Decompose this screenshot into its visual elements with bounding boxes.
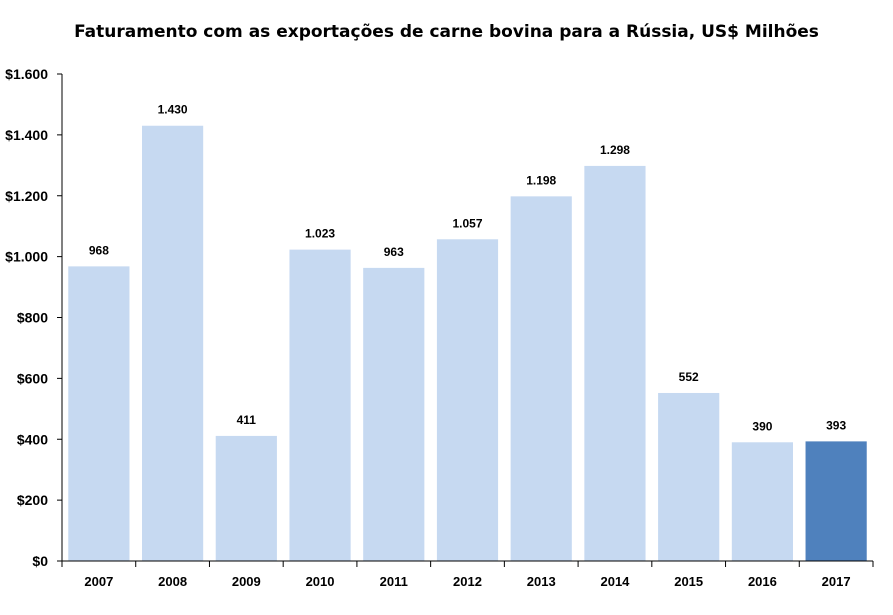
- y-tick-label: $200: [17, 492, 48, 508]
- x-tick-label-2010: 2010: [306, 574, 335, 589]
- x-tick-label-2008: 2008: [158, 574, 187, 589]
- data-label-2007: 968: [89, 243, 109, 257]
- x-tick-label-2017: 2017: [822, 574, 851, 589]
- bar-2012: [436, 239, 499, 561]
- x-tick-label-2012: 2012: [453, 574, 482, 589]
- bar-2014: [584, 165, 646, 561]
- y-axis: $0 $200 $400 $600 $800 $1.000 $1.200 $1.400 $1.6…: [5, 66, 63, 569]
- y-tick-label: $400: [17, 431, 48, 447]
- y-tick-label: $800: [17, 310, 48, 326]
- bar-2013: [510, 196, 572, 561]
- data-label-2011: 963: [384, 245, 404, 259]
- y-tick-label: $1.600: [5, 66, 48, 82]
- bar-2007: [68, 266, 130, 561]
- data-label-2008: 1.430: [158, 103, 188, 117]
- data-label-2015: 552: [679, 370, 699, 384]
- data-label-2014: 1.298: [600, 143, 630, 157]
- x-tick-label-2013: 2013: [527, 574, 556, 589]
- y-tick-label: $0: [32, 553, 48, 569]
- data-label-2017: 393: [826, 418, 846, 432]
- bar-2010: [289, 249, 351, 561]
- x-tick-label-2016: 2016: [748, 574, 777, 589]
- y-tick-label: $1.400: [5, 127, 48, 143]
- data-label-2012: 1.057: [452, 216, 482, 230]
- y-tick-label: $1.200: [5, 188, 48, 204]
- data-label-2016: 390: [752, 419, 772, 433]
- bar-2017: [805, 441, 867, 561]
- x-tick-label-2007: 2007: [84, 574, 113, 589]
- bar-2016: [731, 442, 794, 561]
- bar-2015: [658, 392, 720, 561]
- y-tick-label: $1.000: [5, 249, 48, 265]
- x-tick-label-2014: 2014: [600, 574, 630, 589]
- x-tick-label-2009: 2009: [232, 574, 261, 589]
- bar-2009: [215, 435, 277, 561]
- data-label-2009: 411: [237, 413, 257, 427]
- x-axis: 2007 2008 2009 2010 2011 2012 2013 2014 2015 2016…: [61, 560, 874, 589]
- data-label-2013: 1.198: [526, 173, 556, 187]
- x-tick-label-2011: 2011: [380, 574, 408, 589]
- y-tick-label: $600: [17, 370, 48, 386]
- bar-2008: [141, 125, 204, 562]
- data-label-2010: 1.023: [305, 227, 335, 241]
- chart-title: Faturamento com as exportações de carne …: [74, 22, 819, 42]
- bars: 968 1.430 411 1.023 963 1.057 1.198 1.298 552 390…: [68, 103, 867, 562]
- x-tick-label-2015: 2015: [674, 574, 703, 589]
- bar-2011: [363, 267, 425, 561]
